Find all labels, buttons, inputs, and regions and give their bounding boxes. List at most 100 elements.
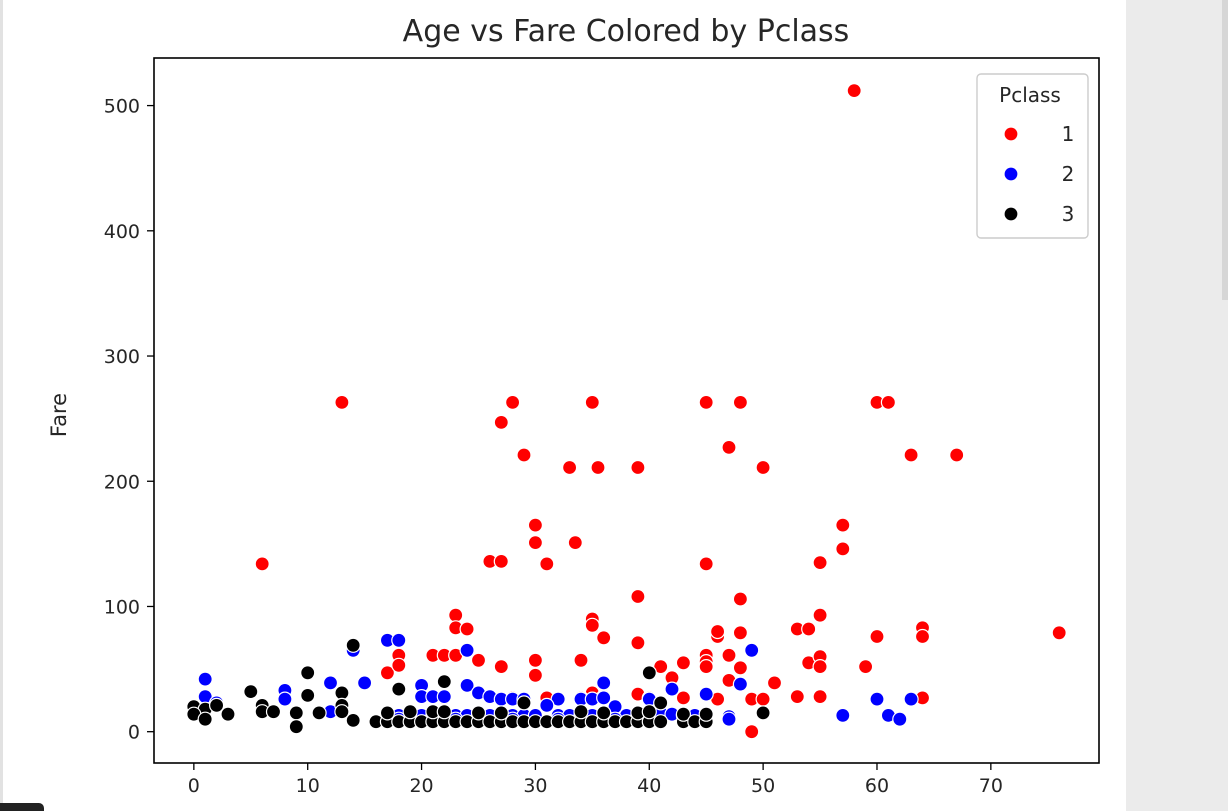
x-tick-label-70: 70 — [979, 775, 1003, 797]
point-class-1-19 — [527, 534, 544, 551]
point-class-1-39 — [732, 625, 749, 641]
point-class-1-41 — [801, 621, 817, 637]
point-class-1-68 — [527, 667, 544, 683]
point-class-3-17 — [288, 705, 304, 721]
y-tick-label-500: 500 — [104, 96, 140, 118]
legend-label-2: 2 — [1062, 162, 1075, 186]
legend-marker-2 — [1003, 166, 1019, 182]
point-class-1-25 — [539, 556, 555, 572]
point-class-3-21 — [334, 704, 350, 720]
point-class-3-43 — [516, 695, 532, 711]
point-class-1-12 — [949, 447, 965, 463]
point-class-1-59 — [732, 660, 749, 676]
point-class-2-11 — [732, 676, 749, 692]
point-class-2-19 — [436, 688, 452, 705]
point-class-3-62 — [675, 706, 692, 722]
point-class-2-64 — [892, 711, 908, 727]
point-class-1-14 — [590, 459, 606, 476]
point-class-1-58 — [698, 658, 714, 675]
point-class-3-0 — [345, 637, 361, 653]
point-class-3-10 — [209, 697, 225, 714]
point-class-2-25 — [550, 691, 566, 707]
point-class-2-71 — [721, 711, 737, 727]
point-class-1-80 — [755, 691, 771, 707]
point-class-3-37 — [470, 705, 487, 721]
point-class-1-42 — [869, 628, 885, 645]
point-class-1-20 — [567, 534, 583, 551]
legend-entries: 1 2 3 — [1003, 122, 1075, 226]
point-class-3-2 — [641, 665, 657, 681]
point-class-1-16 — [755, 459, 771, 476]
x-tick-label-30: 30 — [523, 775, 547, 797]
legend-label-1: 1 — [1062, 122, 1075, 146]
point-class-1-44 — [914, 628, 931, 645]
y-tick-label-100: 100 — [104, 596, 140, 618]
point-class-1-30 — [448, 607, 464, 623]
point-class-3-1 — [300, 665, 316, 681]
point-class-3-66 — [755, 705, 771, 721]
point-class-3-11 — [220, 706, 236, 722]
point-class-3-3 — [436, 673, 452, 690]
point-class-1-66 — [391, 657, 407, 673]
point-class-1-13 — [561, 459, 578, 476]
point-class-1-17 — [527, 517, 544, 533]
point-class-3-16 — [265, 704, 282, 720]
point-class-3-33 — [436, 704, 452, 720]
legend-box — [976, 73, 1089, 239]
point-class-1-86 — [744, 724, 760, 740]
point-class-3-59 — [653, 714, 669, 730]
point-class-1-11 — [903, 447, 919, 463]
point-class-2-6 — [322, 675, 339, 691]
x-tick-label-0: 0 — [188, 775, 200, 797]
point-class-1-36 — [596, 630, 612, 646]
point-class-2-7 — [357, 675, 373, 691]
point-class-1-2 — [504, 394, 521, 410]
y-tick-label-0: 0 — [128, 722, 140, 744]
x-tick-label-60: 60 — [865, 775, 889, 797]
x-tick-label-20: 20 — [409, 775, 433, 797]
point-class-1-54 — [573, 652, 589, 668]
y-tick-label-400: 400 — [104, 221, 140, 243]
point-class-1-15 — [630, 459, 646, 476]
point-class-1-64 — [653, 658, 669, 675]
point-class-1-18 — [835, 517, 851, 533]
point-class-2-32 — [903, 691, 919, 707]
point-class-3-7 — [391, 681, 407, 697]
point-class-1-22 — [254, 556, 270, 572]
point-class-3-52 — [596, 705, 612, 721]
point-class-1-62 — [812, 658, 828, 675]
point-class-1-10 — [516, 447, 532, 463]
point-class-2-31 — [869, 691, 885, 707]
point-class-1-55 — [675, 655, 692, 671]
point-class-2-9 — [459, 677, 475, 694]
point-class-3-19 — [311, 705, 327, 721]
point-class-2-1 — [391, 632, 407, 648]
side-panel-edge — [1222, 0, 1228, 300]
point-class-1-38 — [709, 623, 726, 640]
point-class-1-5 — [732, 394, 749, 410]
point-class-1-63 — [857, 658, 874, 675]
point-class-3-28 — [402, 704, 418, 720]
point-class-1-9 — [721, 439, 737, 455]
chart-title: Age vs Fare Colored by Pclass — [403, 14, 850, 49]
bottom-corner-widget — [0, 803, 44, 811]
legend: Pclass 1 2 3 — [976, 73, 1089, 239]
point-class-3-25 — [379, 705, 395, 721]
point-class-1-28 — [630, 588, 646, 605]
point-class-3-60 — [653, 695, 669, 711]
point-class-2-47 — [539, 697, 555, 714]
point-class-1-53 — [527, 652, 544, 668]
y-axis-label: Fare — [47, 393, 71, 437]
point-class-2-3 — [459, 642, 475, 658]
x-tick-label-50: 50 — [751, 775, 775, 797]
point-class-1-81 — [789, 688, 805, 705]
point-class-3-49 — [573, 704, 589, 720]
point-class-3-58 — [641, 704, 657, 720]
point-class-2-30 — [698, 686, 714, 702]
scatter-chart: Age vs Fare Colored by Pclass Fare 0 10 20… — [47, 14, 1100, 797]
window-left-edge — [0, 0, 3, 811]
point-class-2-28 — [596, 690, 612, 706]
point-class-1-24 — [493, 553, 509, 570]
point-class-2-15 — [277, 691, 293, 707]
point-class-3-6 — [300, 687, 316, 704]
